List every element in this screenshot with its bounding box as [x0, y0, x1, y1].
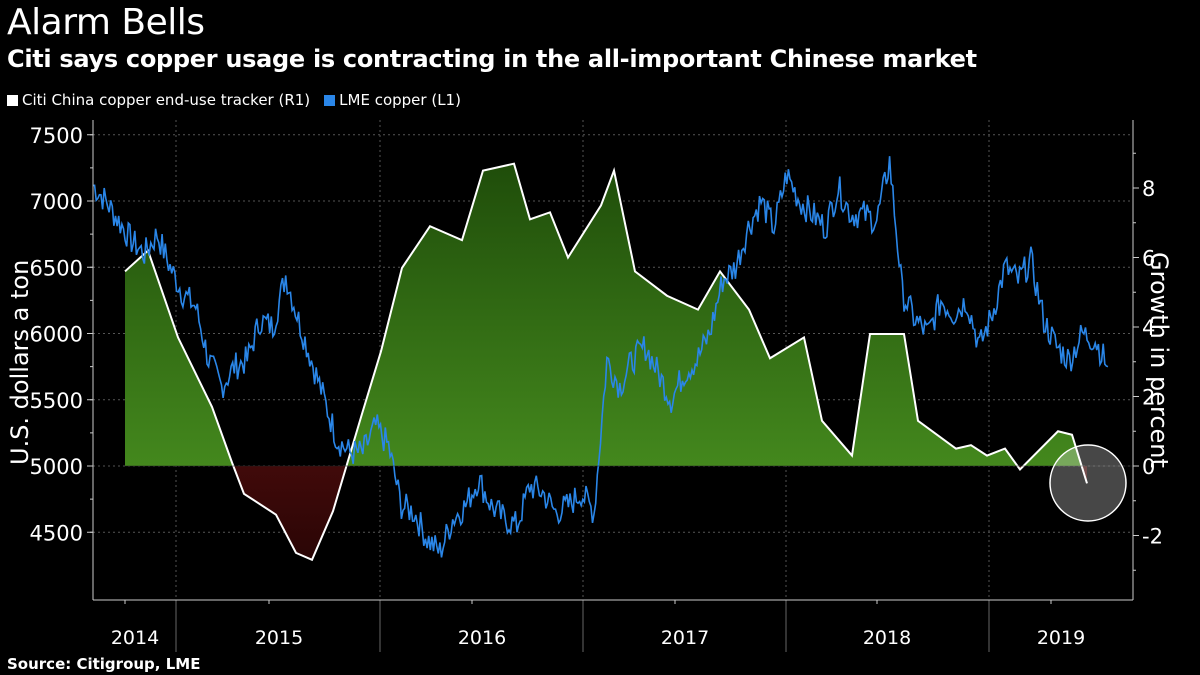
tracker-area-positive [125, 163, 1087, 466]
right-tick-label: 0 [1142, 455, 1155, 479]
left-tick-label: 7000 [30, 190, 83, 214]
x-tick-label: 2018 [863, 627, 911, 649]
left-tick-label: 7500 [30, 124, 83, 148]
left-tick-label: 6000 [30, 323, 83, 347]
legend-swatch-lme [324, 94, 336, 106]
legend: Citi China copper end-use tracker (R1) L… [7, 91, 461, 109]
right-tick-label: 4 [1142, 316, 1155, 340]
right-tick-label: 2 [1142, 386, 1155, 410]
chart-title: Alarm Bells [7, 2, 205, 43]
legend-item-tracker: Citi China copper end-use tracker (R1) [7, 91, 310, 109]
left-tick-label: 5500 [30, 389, 83, 413]
right-axis-label-text: Growth in percent [1145, 252, 1173, 468]
legend-label-lme: LME copper (L1) [339, 91, 461, 109]
legend-item-lme: LME copper (L1) [324, 91, 461, 109]
tracker-area-negative [125, 466, 1087, 560]
tracker-area [125, 163, 1087, 560]
left-tick-label: 4500 [30, 521, 83, 545]
left-tick-label: 5000 [30, 455, 83, 479]
legend-swatch-tracker [7, 94, 18, 106]
x-tick-label: 2016 [458, 627, 506, 649]
chart-subtitle: Citi says copper usage is contracting in… [7, 45, 977, 73]
left-tick-label: 6500 [30, 256, 83, 280]
right-tick-label: 6 [1142, 247, 1155, 271]
lme-copper-line [92, 156, 1109, 558]
highlight-circle [1049, 444, 1127, 522]
source-note: Source: Citigroup, LME [7, 655, 201, 673]
tracker-line [124, 162, 1088, 562]
left-axis-label-text: U.S. dollars a ton [6, 259, 34, 465]
x-tick-label: 2014 [111, 627, 159, 649]
x-tick-label: 2015 [255, 627, 303, 649]
series [92, 156, 1109, 562]
right-tick-label: -2 [1142, 525, 1163, 549]
x-tick-label: 2019 [1037, 627, 1085, 649]
legend-label-tracker: Citi China copper end-use tracker (R1) [22, 91, 311, 109]
axes: 4500 5000 5500 6000 6500 7000 7500 -2 0 2 4 6 8 2014 2… [30, 120, 1163, 652]
annotations [1049, 444, 1127, 522]
x-tick-label: 2017 [661, 627, 709, 649]
right-tick-label: 8 [1142, 177, 1155, 201]
left-axis-label: U.S. dollars a ton [4, 250, 34, 480]
